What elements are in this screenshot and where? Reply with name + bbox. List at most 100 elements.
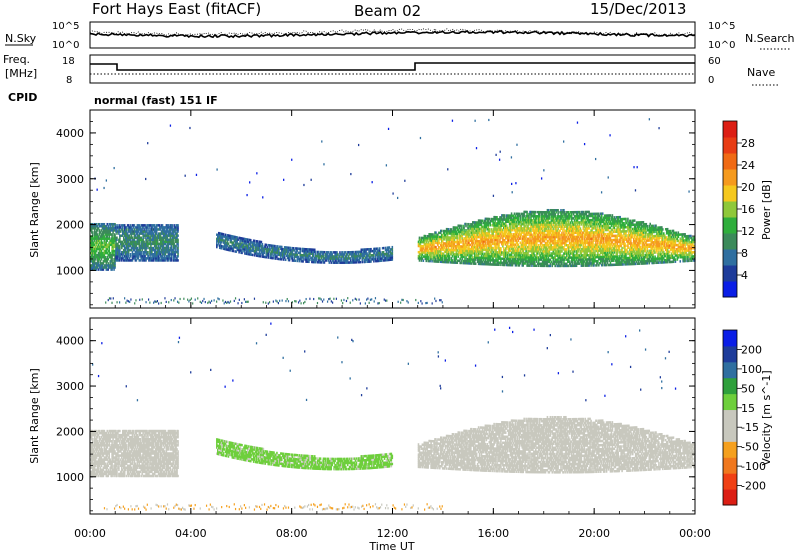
data-cell bbox=[103, 243, 106, 247]
data-cell bbox=[529, 227, 531, 230]
data-cell bbox=[220, 234, 223, 238]
data-cell bbox=[124, 242, 127, 246]
data-cell bbox=[547, 215, 550, 218]
data-cell bbox=[133, 236, 136, 239]
data-cell bbox=[437, 237, 439, 241]
data-cell bbox=[98, 249, 101, 253]
data-cell bbox=[328, 253, 331, 256]
data-cell bbox=[492, 242, 494, 246]
data-cell bbox=[365, 254, 367, 257]
data-cell bbox=[480, 254, 483, 258]
data-cell bbox=[239, 243, 241, 246]
data-cell bbox=[478, 240, 481, 243]
data-cell bbox=[459, 251, 461, 254]
data-cell bbox=[454, 253, 457, 256]
data-cell bbox=[503, 259, 506, 263]
data-cell bbox=[387, 250, 390, 253]
data-cell bbox=[232, 235, 235, 238]
data-cell bbox=[462, 226, 464, 230]
data-cell bbox=[460, 228, 462, 232]
data-cell bbox=[121, 224, 124, 227]
data-cell bbox=[510, 212, 513, 215]
data-cell bbox=[538, 262, 541, 265]
data-cell bbox=[450, 230, 453, 233]
data-cell bbox=[332, 255, 334, 258]
data-cell bbox=[176, 240, 178, 244]
data-cell bbox=[505, 220, 508, 223]
data-cell bbox=[325, 259, 328, 262]
data-cell bbox=[113, 253, 115, 257]
data-cell bbox=[276, 255, 278, 258]
data-cell bbox=[356, 259, 359, 262]
data-cell bbox=[173, 246, 175, 250]
data-cell bbox=[470, 235, 472, 238]
data-cell bbox=[342, 251, 344, 254]
power-data-cells bbox=[90, 118, 696, 305]
data-cell bbox=[422, 236, 425, 240]
data-cell bbox=[494, 251, 496, 254]
data-cell bbox=[426, 247, 429, 250]
data-cell bbox=[533, 264, 535, 267]
data-cell bbox=[161, 236, 164, 239]
data-cell bbox=[153, 228, 155, 231]
data-cell bbox=[306, 254, 308, 257]
freq-unit-label: [MHz] bbox=[5, 67, 37, 80]
data-cell bbox=[532, 229, 534, 232]
data-cell bbox=[499, 240, 501, 244]
data-cell bbox=[530, 227, 532, 230]
data-cell bbox=[426, 243, 429, 246]
data-cell bbox=[170, 253, 173, 256]
data-cell bbox=[560, 256, 562, 259]
data-cell bbox=[493, 230, 495, 233]
data-cell bbox=[272, 256, 274, 260]
data-cell bbox=[263, 249, 266, 252]
data-cell bbox=[512, 251, 515, 255]
data-cell bbox=[494, 234, 496, 237]
data-cell bbox=[248, 238, 250, 242]
data-cell bbox=[552, 213, 555, 216]
data-cell bbox=[150, 257, 152, 260]
data-cell bbox=[541, 217, 544, 220]
data-cell bbox=[338, 257, 340, 260]
data-cell bbox=[438, 258, 440, 261]
data-cell bbox=[467, 249, 469, 253]
data-cell bbox=[441, 240, 444, 243]
data-cell bbox=[522, 239, 524, 242]
data-cell bbox=[544, 252, 547, 255]
data-cell bbox=[99, 249, 102, 253]
data-cell bbox=[91, 231, 94, 234]
data-cell bbox=[424, 234, 427, 238]
data-cell bbox=[444, 256, 447, 260]
data-cell bbox=[166, 248, 169, 252]
data-cell bbox=[555, 231, 557, 235]
data-cell bbox=[351, 255, 354, 258]
data-cell bbox=[517, 251, 520, 255]
data-cell bbox=[431, 233, 433, 236]
data-cell bbox=[535, 250, 538, 253]
data-cell bbox=[153, 240, 155, 244]
data-cell bbox=[511, 263, 514, 267]
data-cell bbox=[543, 215, 546, 218]
data-cell bbox=[110, 222, 112, 226]
data-cell bbox=[513, 228, 516, 232]
data-cell bbox=[256, 254, 259, 258]
data-cell bbox=[294, 251, 297, 254]
data-cell bbox=[472, 256, 474, 259]
data-cell bbox=[549, 244, 552, 247]
data-cell bbox=[159, 234, 162, 237]
data-cell bbox=[223, 243, 226, 247]
data-cell bbox=[152, 228, 154, 231]
data-cell bbox=[470, 227, 472, 230]
data-cell bbox=[166, 246, 169, 250]
data-cell bbox=[428, 239, 430, 242]
data-cell bbox=[356, 250, 359, 254]
data-cell bbox=[475, 225, 478, 228]
data-cell bbox=[145, 226, 147, 229]
data-cell bbox=[133, 242, 136, 246]
data-cell bbox=[545, 227, 548, 230]
data-cell bbox=[502, 240, 504, 244]
data-cell bbox=[232, 241, 235, 245]
data-cell bbox=[529, 231, 531, 234]
data-cell bbox=[504, 230, 507, 234]
